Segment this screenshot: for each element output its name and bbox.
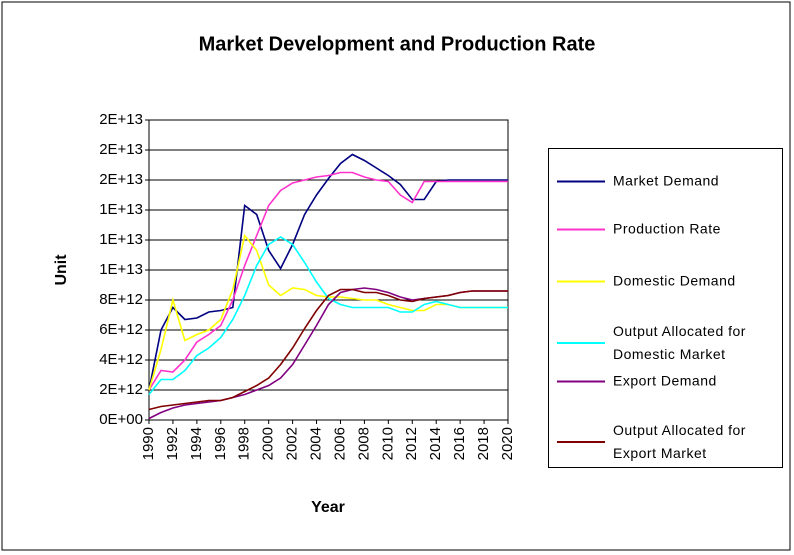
x-tick-label: 2014 xyxy=(427,427,444,460)
legend-label: Domestic Demand xyxy=(613,272,736,289)
y-tick-label: 4E+12 xyxy=(99,351,143,368)
x-tick-label: 2020 xyxy=(499,427,516,460)
x-tick-label: 2000 xyxy=(260,427,277,460)
legend-swatch xyxy=(557,380,605,382)
legend-swatch xyxy=(557,228,605,230)
legend-label: Market Demand xyxy=(613,172,720,189)
x-tick-label: 2004 xyxy=(308,427,325,460)
series-line xyxy=(148,236,508,395)
x-axis-label: Year xyxy=(311,499,345,516)
legend: Market Demand Production Rate Domestic Dem… xyxy=(548,148,783,468)
y-tick-label: 2E+12 xyxy=(99,381,143,398)
y-tick-label: 0E+00 xyxy=(99,411,143,428)
x-tick-label: 2010 xyxy=(379,427,396,460)
legend-entry: Output Allocated for Domestic Market xyxy=(557,320,782,366)
y-tick-label: 8E+12 xyxy=(99,291,143,308)
y-axis-label: Unit xyxy=(53,254,70,286)
y-tick-label: 2E+13 xyxy=(99,171,143,188)
chart-title: Market Development and Production Rate xyxy=(199,33,596,55)
y-tick-label: 2E+13 xyxy=(99,111,143,128)
x-tick-label: 2016 xyxy=(451,427,468,460)
legend-entry: Domestic Demand xyxy=(557,270,782,293)
series-line xyxy=(148,153,508,391)
series-line xyxy=(148,288,508,411)
x-tick-label: 2012 xyxy=(403,427,420,460)
legend-label: Output Allocated for Domestic Market xyxy=(613,323,746,362)
x-tick-label: 1996 xyxy=(212,427,229,460)
x-tick-label: 2006 xyxy=(331,427,348,460)
y-tick-label: 6E+12 xyxy=(99,321,143,338)
legend-entry: Production Rate xyxy=(557,218,782,241)
y-tick-label: 1E+13 xyxy=(99,231,143,248)
x-tick-label: 2002 xyxy=(284,427,301,460)
x-tick-label: 2018 xyxy=(475,427,492,460)
y-tick-label: 1E+13 xyxy=(99,201,143,218)
legend-entry: Market Demand xyxy=(557,170,782,193)
legend-swatch xyxy=(557,342,605,344)
legend-swatch xyxy=(557,180,605,182)
x-tick-label: 1994 xyxy=(188,427,205,460)
y-tick-label: 1E+13 xyxy=(99,261,143,278)
x-tick-label: 1990 xyxy=(140,427,157,460)
legend-swatch xyxy=(557,280,605,282)
legend-label: Production Rate xyxy=(613,220,721,237)
legend-swatch xyxy=(557,441,605,443)
y-tick-label: 2E+13 xyxy=(99,141,143,158)
legend-entry: Export Demand xyxy=(557,370,782,393)
legend-label: Output Allocated for Export Market xyxy=(613,422,746,461)
x-tick-label: 1992 xyxy=(164,427,181,460)
legend-entry: Output Allocated for Export Market xyxy=(557,419,782,465)
x-tick-label: 1998 xyxy=(236,427,253,460)
series-line xyxy=(148,171,508,391)
x-tick-label: 2008 xyxy=(355,427,372,460)
legend-label: Export Demand xyxy=(613,372,717,389)
plot-border xyxy=(148,119,509,421)
